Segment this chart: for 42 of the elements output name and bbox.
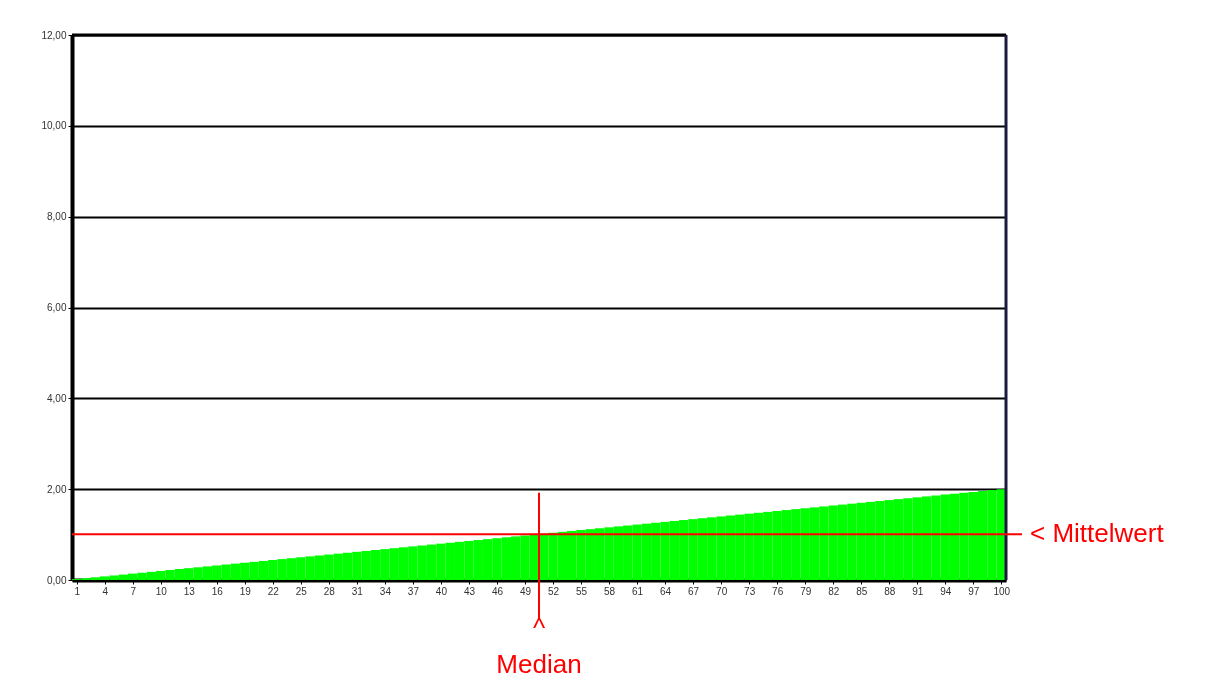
- x-tick-label: 52: [547, 585, 560, 597]
- x-tick-label: 10: [155, 585, 168, 597]
- y-tick-label: 4,00: [47, 392, 67, 404]
- x-tick-label: 94: [940, 585, 952, 597]
- x-tick-label: 64: [660, 585, 672, 597]
- ref-line-label: < Mittelwert: [1030, 518, 1165, 549]
- y-tick-label: 12,00: [41, 29, 67, 41]
- x-tick-label: 76: [772, 585, 784, 597]
- y-tick-label: 8,00: [47, 211, 67, 223]
- x-tick-label: 46: [491, 585, 504, 597]
- x-tick-label: 70: [716, 585, 728, 597]
- x-tick-label: 79: [800, 585, 812, 597]
- x-tick-label: 37: [407, 585, 420, 597]
- y-tick-label: 0,00: [47, 574, 67, 586]
- x-tick-label: 67: [688, 585, 700, 597]
- x-tick-label: 7: [130, 585, 137, 597]
- x-tick-label: 28: [323, 585, 336, 597]
- x-tick-label: 43: [463, 585, 476, 597]
- x-tick-label: 97: [968, 585, 980, 597]
- x-tick-label: 85: [856, 585, 868, 597]
- x-tick-label: 73: [744, 585, 756, 597]
- x-tick-label: 55: [575, 585, 588, 597]
- x-tick-label: 58: [603, 585, 616, 597]
- x-tick-label: 100: [993, 585, 1011, 597]
- x-tick-label: 19: [239, 585, 252, 597]
- x-tick-label: 1: [74, 585, 81, 597]
- y-tick-label: 2,00: [47, 483, 67, 495]
- x-tick-label: 25: [295, 585, 308, 597]
- x-tick-label: 82: [828, 585, 840, 597]
- y-tick-label: 6,00: [47, 302, 67, 313]
- x-tick-label: 91: [912, 585, 924, 597]
- x-tick-label: 40: [435, 585, 448, 597]
- x-tick-label: 4: [102, 585, 109, 597]
- y-tick-label: 10,00: [41, 120, 67, 132]
- x-tick-label: 34: [379, 585, 392, 597]
- x-tick-label: 13: [183, 585, 196, 597]
- x-tick-label: 49: [519, 585, 532, 597]
- x-tick-label: 31: [351, 585, 364, 597]
- x-tick-label: 61: [632, 585, 644, 597]
- x-tick-label: 22: [267, 585, 280, 597]
- x-tick-label: 16: [211, 585, 224, 597]
- x-tick-label: 88: [884, 585, 896, 597]
